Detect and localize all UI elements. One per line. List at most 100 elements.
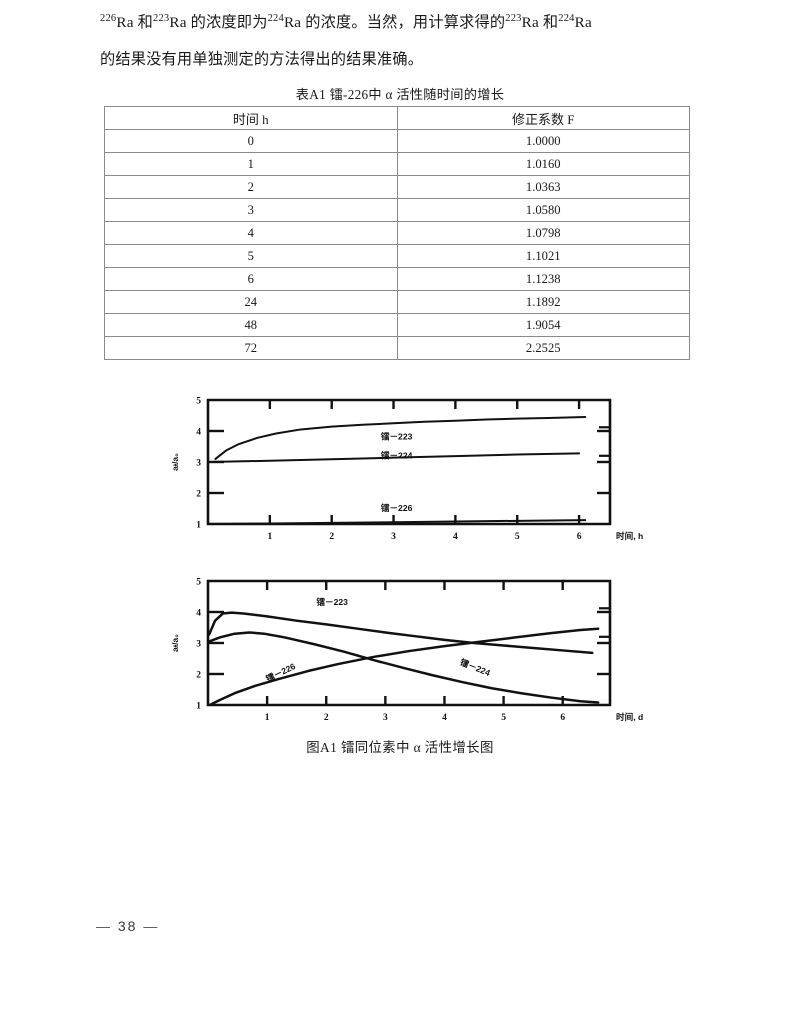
cell-factor: 1.0000 bbox=[396, 129, 690, 153]
superscript-223: 223 bbox=[153, 12, 170, 24]
table-row: 2 1.0363 bbox=[104, 175, 690, 199]
y-tick-label: 5 bbox=[196, 396, 201, 406]
cell-time: 0 bbox=[104, 129, 398, 153]
y-tick-label: 3 bbox=[196, 458, 201, 468]
cell-time: 5 bbox=[104, 244, 398, 268]
paragraph-seg-5: Ra bbox=[574, 14, 592, 31]
superscript-226: 226 bbox=[100, 12, 117, 24]
correction-factor-table: 时间 h 修正系数 F 0 1.0000 1 1.0160 2 1.0363 3 1.0… bbox=[104, 106, 690, 360]
page-footer: — 38 — bbox=[96, 918, 159, 934]
plot-frame bbox=[206, 398, 612, 526]
y-tick-label: 4 bbox=[196, 608, 201, 618]
cell-time: 1 bbox=[104, 152, 398, 176]
series-line bbox=[209, 627, 600, 706]
footer-dash-left: — bbox=[96, 918, 112, 934]
table-row: 24 1.1892 bbox=[104, 290, 690, 314]
x-tick-label: 6 bbox=[560, 713, 565, 723]
cell-factor: 2.2525 bbox=[396, 336, 690, 360]
series-line bbox=[207, 519, 587, 525]
series-label: 镭－224 bbox=[381, 449, 413, 460]
paragraph-seg-2: Ra 的浓度即为 bbox=[169, 14, 268, 31]
y-tick-label: 1 bbox=[196, 701, 201, 711]
cell-factor: 1.0160 bbox=[396, 152, 690, 176]
cell-factor: 1.0798 bbox=[396, 221, 690, 245]
x-tick-label: 3 bbox=[391, 532, 396, 542]
y-tick-label: 1 bbox=[196, 520, 201, 530]
footer-dash-right: — bbox=[143, 918, 160, 934]
y-axis-label: aᵼ/a₀ bbox=[170, 453, 180, 471]
x-tick-label: 2 bbox=[329, 532, 334, 542]
chart-activity-growth-hours: 1 2 3 4 5 6 1 2 3 4 5 镭－223 镭－224 镭－226 时间, h aᵼ/a₀ bbox=[140, 382, 643, 547]
figure-caption: 图A1 镭同位素中 α 活性增长图 bbox=[306, 740, 494, 755]
table-row: 48 1.9054 bbox=[104, 313, 690, 337]
cell-time: 3 bbox=[104, 198, 398, 222]
chart-svg: 1 2 3 4 5 6 1 2 3 4 5 镭－223 镭－224 镭－226 时间, d aᵼ/a₀ bbox=[170, 577, 643, 723]
cell-time: 24 bbox=[104, 290, 398, 314]
table-body: 0 1.0000 1 1.0160 2 1.0363 3 1.0580 4 1.0798 … bbox=[104, 129, 690, 360]
figure-a1: 1 2 3 4 5 6 1 2 3 4 5 镭－223 镭－224 镭－226 时间, h aᵼ/a₀ 1 2 3… bbox=[0, 378, 800, 768]
table-row: 5 1.1021 bbox=[104, 244, 690, 268]
x-tick-label: 3 bbox=[383, 713, 388, 723]
table-row: 1 1.0160 bbox=[104, 152, 690, 176]
table-caption: 表A1 镭-226中 α 活性随时间的增长 bbox=[295, 87, 505, 102]
table-row: 4 1.0798 bbox=[104, 221, 690, 245]
series-label-text: 镭－224 bbox=[459, 656, 493, 678]
table-row: 72 2.2525 bbox=[104, 336, 690, 360]
superscript-224-b: 224 bbox=[558, 12, 575, 24]
series-line bbox=[207, 611, 594, 655]
column-header-factor: 修正系数 F bbox=[396, 106, 690, 130]
series-label-text: 镭－223 bbox=[316, 596, 348, 607]
series-label-text: 镭－226 bbox=[381, 502, 413, 513]
cell-time: 6 bbox=[104, 267, 398, 291]
cell-factor: 1.0580 bbox=[396, 198, 690, 222]
series-label-text: 镭－223 bbox=[381, 431, 413, 442]
table-row: 3 1.0580 bbox=[104, 198, 690, 222]
x-tick-label: 6 bbox=[577, 532, 582, 542]
y-tick-label: 3 bbox=[196, 639, 201, 649]
x-tick-label: 5 bbox=[515, 532, 520, 542]
series-label-text: 镭－226 bbox=[264, 660, 297, 684]
y-axis-label: aᵼ/a₀ bbox=[170, 634, 180, 652]
body-paragraph: 226Ra 和223Ra 的浓度即为224Ra 的浓度。当然，用计算求得的223… bbox=[100, 4, 710, 78]
superscript-224: 224 bbox=[267, 12, 284, 24]
series-label: 镭－223 bbox=[381, 431, 413, 442]
cell-factor: 1.0363 bbox=[396, 175, 690, 199]
x-tick-label: 5 bbox=[501, 713, 506, 723]
x-tick-label: 2 bbox=[324, 713, 329, 723]
column-header-time: 时间 h bbox=[104, 106, 398, 130]
y-tick-label: 2 bbox=[196, 670, 201, 680]
cell-factor: 1.1892 bbox=[396, 290, 690, 314]
series-line bbox=[214, 416, 587, 460]
page-number: 38 bbox=[117, 918, 138, 934]
chart-activity-growth-days: 1 2 3 4 5 6 1 2 3 4 5 镭－223 镭－224 镭－226 时间, d aᵼ/a₀ bbox=[140, 563, 643, 728]
paragraph-seg-4: Ra 和 bbox=[521, 14, 559, 31]
series-label: 镭－224 bbox=[459, 656, 493, 678]
x-tick-label: 1 bbox=[267, 532, 272, 542]
x-tick-label: 4 bbox=[453, 532, 458, 542]
series-label: 镭－223 bbox=[316, 596, 348, 607]
cell-time: 2 bbox=[104, 175, 398, 199]
cell-factor: 1.9054 bbox=[396, 313, 690, 337]
y-tick-label: 2 bbox=[196, 489, 201, 499]
table-row: 0 1.0000 bbox=[104, 129, 690, 153]
series-line bbox=[207, 631, 600, 704]
x-axis-label: 时间, h bbox=[616, 530, 643, 541]
table-row: 6 1.1238 bbox=[104, 267, 690, 291]
table-header-row: 时间 h 修正系数 F bbox=[104, 106, 690, 130]
series-line bbox=[207, 452, 581, 463]
cell-time: 48 bbox=[104, 313, 398, 337]
paragraph-line-2: 的结果没有用单独测定的方法得出的结果准确。 bbox=[100, 51, 424, 68]
chart-svg: 1 2 3 4 5 6 1 2 3 4 5 镭－223 镭－224 镭－226 时间, h aᵼ/a₀ bbox=[170, 396, 643, 542]
paragraph-seg-1: Ra 和 bbox=[116, 14, 154, 31]
series-label-text: 镭－224 bbox=[381, 449, 413, 460]
cell-factor: 1.1238 bbox=[396, 267, 690, 291]
cell-time: 72 bbox=[104, 336, 398, 360]
series-label: 镭－226 bbox=[381, 502, 413, 513]
cell-time: 4 bbox=[104, 221, 398, 245]
paragraph-seg-3: Ra 的浓度。当然，用计算求得的 bbox=[283, 14, 506, 31]
x-axis-label: 时间, d bbox=[616, 711, 643, 722]
cell-factor: 1.1021 bbox=[396, 244, 690, 268]
superscript-223-b: 223 bbox=[505, 12, 522, 24]
y-tick-label: 5 bbox=[196, 577, 201, 587]
